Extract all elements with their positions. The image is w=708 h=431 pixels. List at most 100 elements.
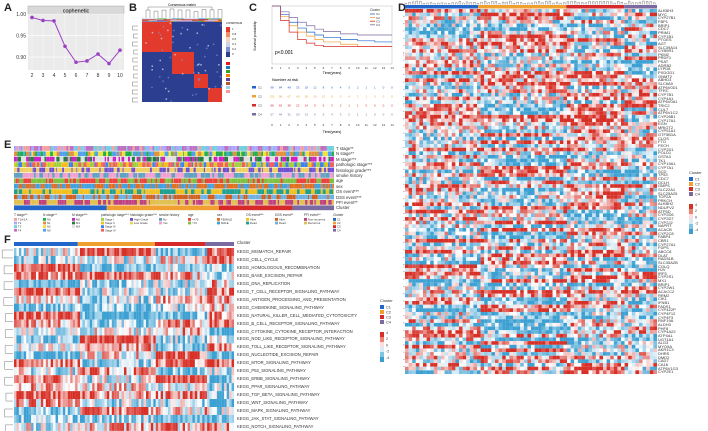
heatmap-cell — [610, 30, 614, 35]
heatmap-cell — [487, 19, 492, 24]
heatmap-cell — [419, 206, 424, 210]
heatmap-cell — [559, 111, 564, 115]
heatmap-cell — [466, 74, 470, 79]
heatmap-cell — [473, 30, 478, 35]
heatmap-cell — [491, 27, 496, 31]
heatmap-cell — [433, 63, 438, 68]
heatmap-cell — [441, 217, 445, 221]
heatmap-cell — [567, 52, 571, 57]
heatmap-cell — [498, 242, 503, 247]
heatmap-cell — [552, 158, 557, 163]
heatmap-cell — [624, 30, 629, 35]
heatmap-cell — [631, 162, 636, 166]
risk-count: 1 — [365, 113, 367, 117]
heatmap-cell — [534, 144, 539, 148]
heatmap-cell — [606, 238, 611, 243]
heatmap-cell — [534, 184, 539, 188]
heatmap-cell — [592, 231, 596, 236]
annotation-bar-cell — [198, 18, 207, 20]
heatmap-cell — [646, 74, 650, 79]
heatmap-cell — [631, 118, 636, 123]
heatmap-cell — [405, 103, 409, 108]
heatmap-cell — [606, 231, 611, 236]
heatmap-cell — [621, 38, 625, 42]
heatmap-cell — [444, 133, 449, 137]
heatmap-cell — [599, 125, 604, 130]
heatmap-cell — [459, 41, 463, 46]
heatmap-cell — [617, 63, 622, 68]
heatmap-cell — [613, 107, 618, 112]
heatmap-cell — [613, 34, 618, 39]
heatmap-cell — [574, 118, 578, 123]
heatmap-cell — [487, 180, 492, 185]
heatmap-cell — [484, 191, 488, 196]
group-color-key — [226, 82, 230, 85]
heatmap-cell — [469, 242, 474, 247]
heatmap-cell — [552, 187, 557, 192]
heatmap-cell — [459, 158, 463, 163]
heatmap-cell — [538, 100, 542, 104]
heatmap-cell — [412, 9, 416, 13]
heatmap-cell — [491, 213, 496, 218]
matrix-speck — [189, 47, 191, 49]
survival-x-tick: 8 — [340, 66, 342, 70]
dendrogram-branch — [132, 81, 138, 87]
heatmap-cell — [505, 202, 510, 207]
heatmap-cell — [581, 27, 586, 31]
heatmap-cell — [423, 27, 427, 31]
heatmap-cell — [639, 209, 643, 214]
heatmap-cell — [423, 103, 427, 108]
heatmap-cell — [592, 107, 596, 112]
heatmap-cell — [509, 180, 514, 185]
heatmap-cell — [412, 173, 416, 177]
heatmap-cell — [624, 228, 629, 232]
heatmap-cell — [444, 125, 449, 130]
heatmap-cell — [448, 49, 452, 53]
heatmap-cell — [441, 38, 445, 42]
risk-count: 98 — [270, 86, 274, 90]
heatmap-cell — [545, 122, 550, 126]
heatmap-cell — [505, 238, 510, 243]
heatmap-cell — [646, 92, 650, 97]
heatmap-cell — [469, 16, 474, 20]
heatmap-cell — [405, 184, 409, 188]
heatmap-cell — [459, 96, 463, 101]
heatmap-cell — [592, 67, 596, 72]
heatmap-cell — [423, 34, 427, 39]
heatmap-cell — [556, 34, 560, 39]
heatmap-cell — [556, 191, 560, 196]
heatmap-cell — [617, 133, 622, 137]
heatmap-cell — [567, 16, 571, 20]
heatmap-cell — [480, 107, 485, 112]
panel-label-b: B — [129, 2, 137, 14]
heatmap-cell — [408, 92, 413, 97]
heatmap-cell — [628, 103, 632, 108]
heatmap-cell — [570, 136, 575, 141]
heatmap-cell — [495, 213, 499, 218]
heatmap-cell — [466, 158, 470, 163]
heatmap-cell — [574, 96, 578, 101]
heatmap-cell — [462, 217, 467, 221]
heatmap-cell — [412, 155, 416, 159]
heatmap-cell — [426, 224, 431, 229]
heatmap-cell — [570, 173, 575, 177]
heatmap-cell — [477, 238, 481, 243]
heatmap-cell — [513, 118, 517, 123]
heatmap-cell — [520, 12, 524, 17]
heatmap-cell — [613, 228, 618, 232]
survival-curve-c4 — [272, 5, 392, 36]
heatmap-cell — [603, 235, 607, 239]
dendrogram-branch — [484, 0, 487, 5]
dendrogram-branch — [426, 2, 429, 5]
heatmap-cell — [595, 213, 600, 218]
heatmap-cell — [509, 89, 514, 93]
heatmap-cell — [538, 107, 542, 112]
heatmap-cell — [538, 231, 542, 236]
heatmap-cell — [513, 217, 517, 221]
heatmap-cell — [570, 67, 575, 72]
heatmap-cell — [610, 38, 614, 42]
heatmap-cell — [585, 206, 589, 210]
heatmap-cell — [563, 78, 568, 83]
heatmap-cell — [538, 12, 542, 17]
heatmap-cell — [505, 162, 510, 166]
